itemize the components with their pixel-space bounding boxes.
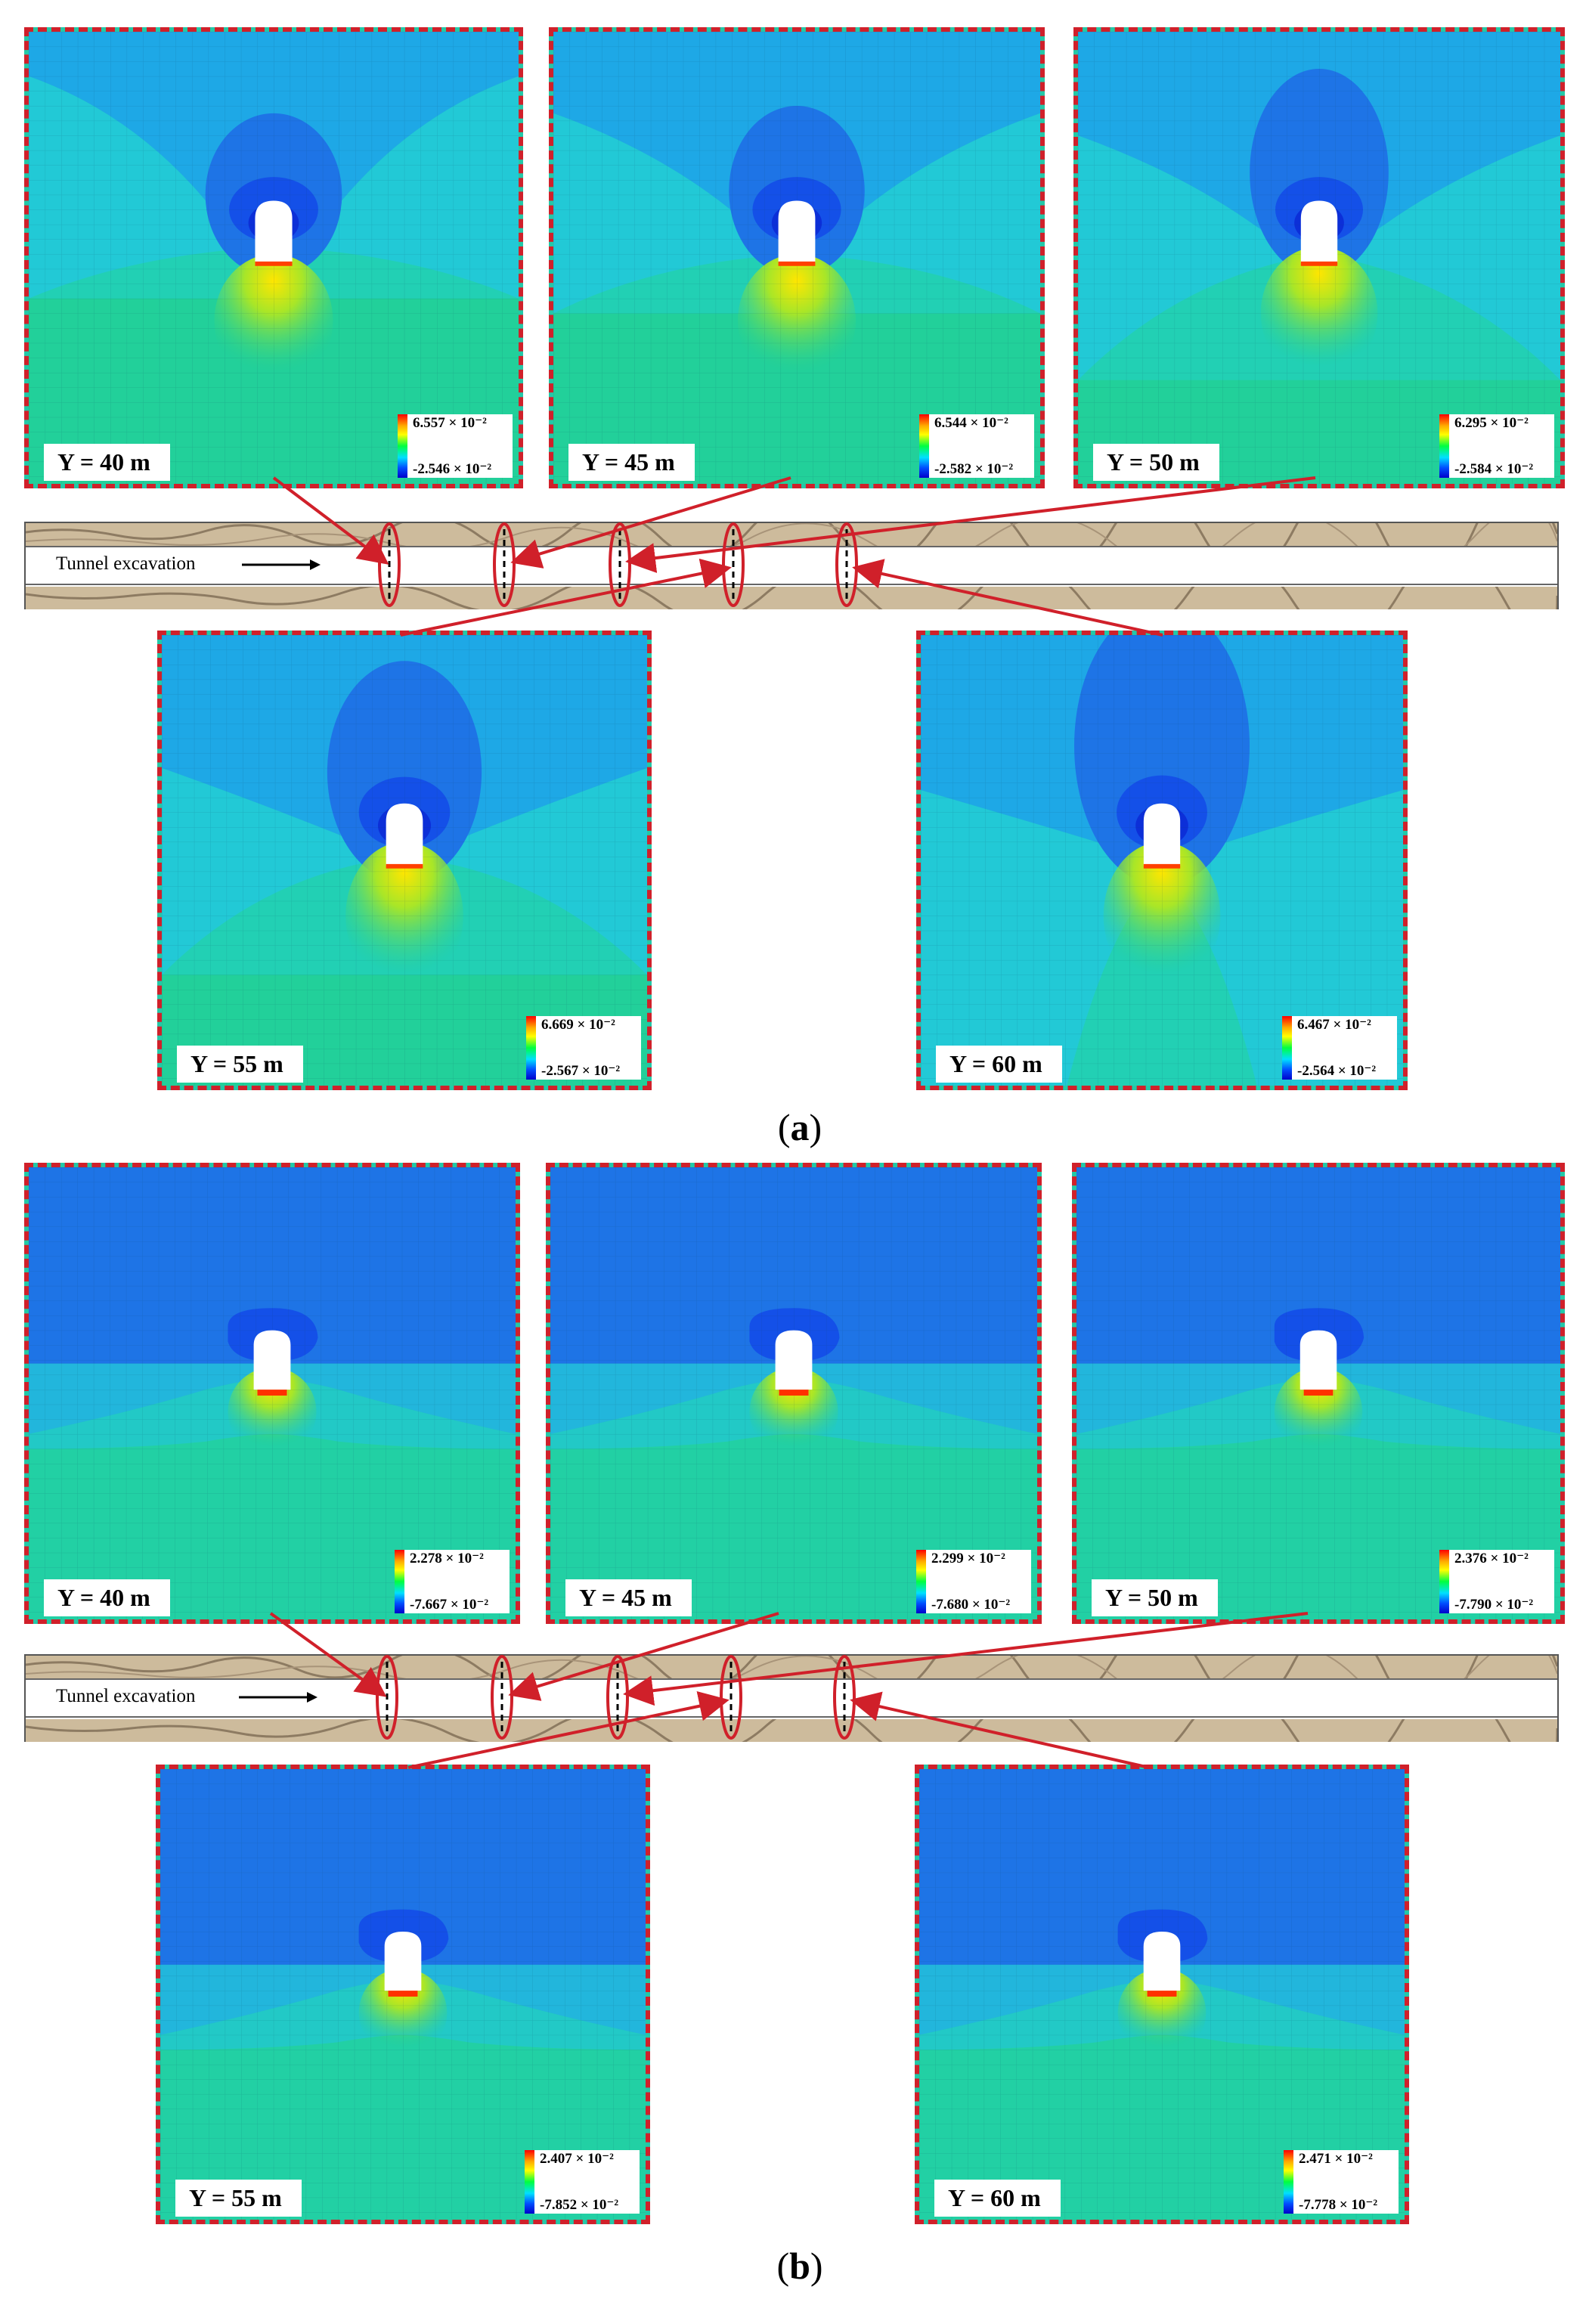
y-position-label: Y = 45 m <box>568 444 695 481</box>
caption-a-letter: a <box>790 1106 810 1148</box>
rock-texture-top <box>26 523 1557 546</box>
legend-min: -2.567 × 10⁻² <box>541 1063 621 1079</box>
color-legend: 2.376 × 10⁻² -7.790 × 10⁻² <box>1439 1550 1554 1613</box>
caption-a: (a) <box>777 1106 822 1148</box>
panel-b-y45: Y = 45 m 2.299 × 10⁻² -7.680 × 10⁻² <box>546 1163 1042 1624</box>
rock-texture-bottom <box>26 1719 1557 1742</box>
legend-color-bar <box>525 2150 534 2214</box>
caption-b-letter: b <box>789 2245 810 2287</box>
panel-a-y45: Y = 45 m 6.544 × 10⁻² -2.582 × 10⁻² <box>549 27 1045 488</box>
color-legend: 6.669 × 10⁻² -2.567 × 10⁻² <box>526 1016 641 1080</box>
color-legend: 2.278 × 10⁻² -7.667 × 10⁻² <box>395 1550 510 1613</box>
y-position-label: Y = 60 m <box>936 1046 1062 1083</box>
panel-a-y40: Y = 40 m 6.557 × 10⁻² -2.546 × 10⁻² <box>24 27 523 488</box>
legend-max: 6.544 × 10⁻² <box>934 415 1008 431</box>
rock-texture-bottom <box>26 587 1557 609</box>
tunnel-tube: Tunnel excavation <box>26 1678 1557 1718</box>
legend-color-bar <box>1282 1016 1292 1080</box>
legend-color-bar <box>398 414 407 478</box>
y-position-label: Y = 55 m <box>175 2180 302 2217</box>
legend-min: -7.680 × 10⁻² <box>931 1597 1011 1613</box>
legend-min: -7.667 × 10⁻² <box>410 1597 489 1613</box>
y-position-label: Y = 55 m <box>177 1046 303 1083</box>
legend-min: -2.584 × 10⁻² <box>1454 461 1534 477</box>
tunnel-excavation-label: Tunnel excavation <box>56 1686 196 1706</box>
legend-color-bar <box>1439 1550 1449 1613</box>
y-position-label: Y = 45 m <box>565 1579 692 1616</box>
panel-b-y55: Y = 55 m 2.407 × 10⁻² -7.852 × 10⁻² <box>156 1765 650 2224</box>
tunnel-strip-a: Tunnel excavation <box>24 522 1559 609</box>
legend-min: -7.778 × 10⁻² <box>1299 2197 1378 2213</box>
tunnel-excavation-label: Tunnel excavation <box>56 553 196 574</box>
legend-max: 2.376 × 10⁻² <box>1454 1551 1529 1566</box>
legend-color-bar <box>916 1550 926 1613</box>
color-legend: 6.467 × 10⁻² -2.564 × 10⁻² <box>1282 1016 1397 1080</box>
color-legend: 6.557 × 10⁻² -2.546 × 10⁻² <box>398 414 513 478</box>
caption-b: (b) <box>776 2245 823 2287</box>
legend-color-bar <box>395 1550 404 1613</box>
legend-max: 2.278 × 10⁻² <box>410 1551 484 1566</box>
y-position-label: Y = 60 m <box>934 2180 1061 2217</box>
tunnel-strip-b: Tunnel excavation <box>24 1654 1559 1742</box>
rock-texture-top <box>26 1656 1557 1678</box>
legend-min: -7.790 × 10⁻² <box>1454 1597 1534 1613</box>
panel-a-y50: Y = 50 m 6.295 × 10⁻² -2.584 × 10⁻² <box>1073 27 1565 488</box>
y-position-label: Y = 50 m <box>1093 444 1219 481</box>
tunnel-tube: Tunnel excavation <box>26 546 1557 585</box>
legend-color-bar <box>1284 2150 1293 2214</box>
legend-max: 2.407 × 10⁻² <box>540 2151 614 2167</box>
y-position-label: Y = 50 m <box>1092 1579 1218 1616</box>
panel-a-y55: Y = 55 m 6.669 × 10⁻² -2.567 × 10⁻² <box>157 631 652 1090</box>
legend-max: 2.471 × 10⁻² <box>1299 2151 1373 2167</box>
color-legend: 6.544 × 10⁻² -2.582 × 10⁻² <box>919 414 1034 478</box>
legend-color-bar <box>526 1016 536 1080</box>
panel-a-y60: Y = 60 m 6.467 × 10⁻² -2.564 × 10⁻² <box>916 631 1408 1090</box>
legend-max: 6.669 × 10⁻² <box>541 1017 615 1033</box>
legend-min: -2.582 × 10⁻² <box>934 461 1014 477</box>
legend-max: 6.295 × 10⁻² <box>1454 415 1529 431</box>
legend-max: 6.467 × 10⁻² <box>1297 1017 1371 1033</box>
legend-max: 6.557 × 10⁻² <box>413 415 487 431</box>
legend-color-bar <box>1439 414 1449 478</box>
legend-max: 2.299 × 10⁻² <box>931 1551 1005 1566</box>
y-position-label: Y = 40 m <box>44 444 170 481</box>
legend-min: -7.852 × 10⁻² <box>540 2197 619 2213</box>
panel-b-y40: Y = 40 m 2.278 × 10⁻² -7.667 × 10⁻² <box>24 1163 520 1624</box>
legend-min: -2.546 × 10⁻² <box>413 461 492 477</box>
color-legend: 2.299 × 10⁻² -7.680 × 10⁻² <box>916 1550 1031 1613</box>
color-legend: 2.471 × 10⁻² -7.778 × 10⁻² <box>1284 2150 1399 2214</box>
color-legend: 2.407 × 10⁻² -7.852 × 10⁻² <box>525 2150 640 2214</box>
y-position-label: Y = 40 m <box>44 1579 170 1616</box>
panel-b-y50: Y = 50 m 2.376 × 10⁻² -7.790 × 10⁻² <box>1072 1163 1565 1624</box>
legend-min: -2.564 × 10⁻² <box>1297 1063 1377 1079</box>
legend-color-bar <box>919 414 929 478</box>
panel-b-y60: Y = 60 m 2.471 × 10⁻² -7.778 × 10⁻² <box>915 1765 1409 2224</box>
color-legend: 6.295 × 10⁻² -2.584 × 10⁻² <box>1439 414 1554 478</box>
